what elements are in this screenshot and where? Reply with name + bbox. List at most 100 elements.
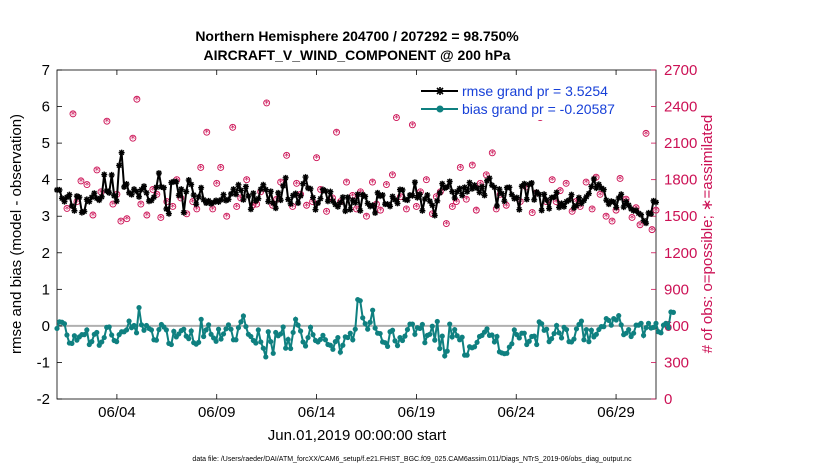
rmse-point [73, 193, 80, 200]
rmse-point [479, 183, 486, 190]
bias-series [54, 296, 676, 360]
obs-assimilated-point: * [234, 202, 239, 213]
bias-point [253, 340, 259, 346]
rmse-point [118, 149, 125, 156]
rmse-point [175, 192, 182, 199]
obs-assimilated-point: * [134, 95, 139, 106]
bias-point [606, 317, 612, 324]
bias-point [626, 326, 632, 333]
obs-assimilated-point: * [124, 215, 129, 226]
rmse-point [255, 195, 262, 202]
obs-assimilated-point: * [394, 114, 399, 125]
obs-assimilated-point: * [270, 201, 275, 212]
rmse-point [322, 187, 329, 194]
rmse-point [456, 185, 463, 192]
bias-point [270, 350, 276, 356]
rmse-point [352, 199, 359, 206]
bias-point [54, 325, 60, 332]
bias-point [534, 341, 540, 348]
rmse-point [575, 194, 582, 201]
bias-point [558, 335, 565, 341]
left-tick-label: 2 [42, 245, 50, 262]
bias-point [412, 331, 418, 337]
rmse-point [367, 203, 374, 210]
bias-point [240, 313, 247, 319]
rmse-point [556, 204, 563, 211]
legend-box [418, 80, 650, 120]
rmse-point [334, 203, 341, 210]
obs-possible-point [69, 110, 77, 118]
rmse-point [200, 196, 207, 203]
left-tick-label: 1 [42, 281, 50, 298]
obs-assimilated-point: * [198, 163, 203, 174]
bias-point [201, 333, 207, 340]
obs-possible-point [596, 190, 604, 198]
bias-point [332, 339, 338, 345]
bias-point [248, 333, 254, 340]
legend-rmse-label: rmse grand pr = 3.5254 [462, 83, 608, 99]
rmse-point [633, 207, 640, 214]
rmse-point [160, 184, 167, 191]
obs-assimilated-point: * [630, 213, 635, 224]
rmse-point [481, 192, 488, 199]
obs-possible-point [283, 151, 291, 159]
rmse-point [568, 191, 575, 198]
obs-assimilated-point: * [504, 201, 509, 212]
rmse-point [464, 188, 471, 195]
obs-assimilated-point: * [454, 198, 459, 209]
rmse-point [96, 197, 103, 204]
rmse-point [71, 207, 78, 214]
bias-point [578, 318, 585, 324]
rmse-point [561, 203, 568, 210]
bias-point [64, 332, 70, 338]
rmse-point [620, 204, 627, 211]
rmse-point [312, 206, 319, 213]
rmse-point [573, 202, 580, 209]
bias-point [243, 324, 249, 330]
bias-point [186, 336, 192, 342]
bias-point [444, 348, 450, 354]
bias-point [544, 326, 550, 332]
obs-possible-point [223, 212, 231, 220]
y-axis-left-label: rmse and bias (model - observation) [8, 114, 25, 354]
obs-assimilated-point: * [384, 181, 389, 192]
bias-point [616, 313, 622, 319]
bias-point [71, 333, 77, 339]
bias-point [583, 326, 590, 333]
rmse-point [113, 198, 120, 205]
rmse-point [434, 197, 441, 204]
obs-assimilated-point: * [154, 190, 159, 201]
rmse-point [136, 193, 143, 200]
rmse-point [469, 185, 476, 192]
bias-point [94, 329, 100, 336]
bias-point [203, 327, 209, 333]
rmse-point [247, 206, 254, 213]
obs-possible-point [123, 215, 131, 223]
bias-point [365, 326, 371, 332]
right-tick-label: 900 [664, 281, 689, 298]
obs-possible-point [582, 178, 590, 186]
rmse-point [618, 191, 625, 198]
obs-assimilated-point: * [378, 206, 383, 217]
obs-assimilated-point: * [158, 213, 163, 224]
obs-assimilated-point: * [294, 179, 299, 190]
y-axis-right-label: # of obs: o=possible; ∗=assimilated [699, 115, 716, 354]
rmse-point [444, 183, 451, 190]
rmse-point [310, 194, 317, 201]
rmse-point [441, 185, 448, 192]
rmse-point [638, 211, 645, 218]
obs-possible-point [363, 212, 370, 220]
bias-point [283, 345, 289, 351]
bias-point [640, 332, 647, 338]
rmse-point [180, 209, 187, 216]
obs-assimilated-point: * [604, 212, 609, 223]
rmse-point [553, 189, 560, 196]
rmse-point [183, 188, 190, 195]
rmse-point [600, 186, 607, 193]
obs-assimilated-point: * [618, 174, 623, 185]
bias-point [213, 338, 219, 344]
x-tick-label: 06/29 [597, 404, 635, 421]
rmse-point [546, 205, 553, 212]
rmse-point [461, 184, 468, 191]
rmse-point [319, 186, 326, 193]
